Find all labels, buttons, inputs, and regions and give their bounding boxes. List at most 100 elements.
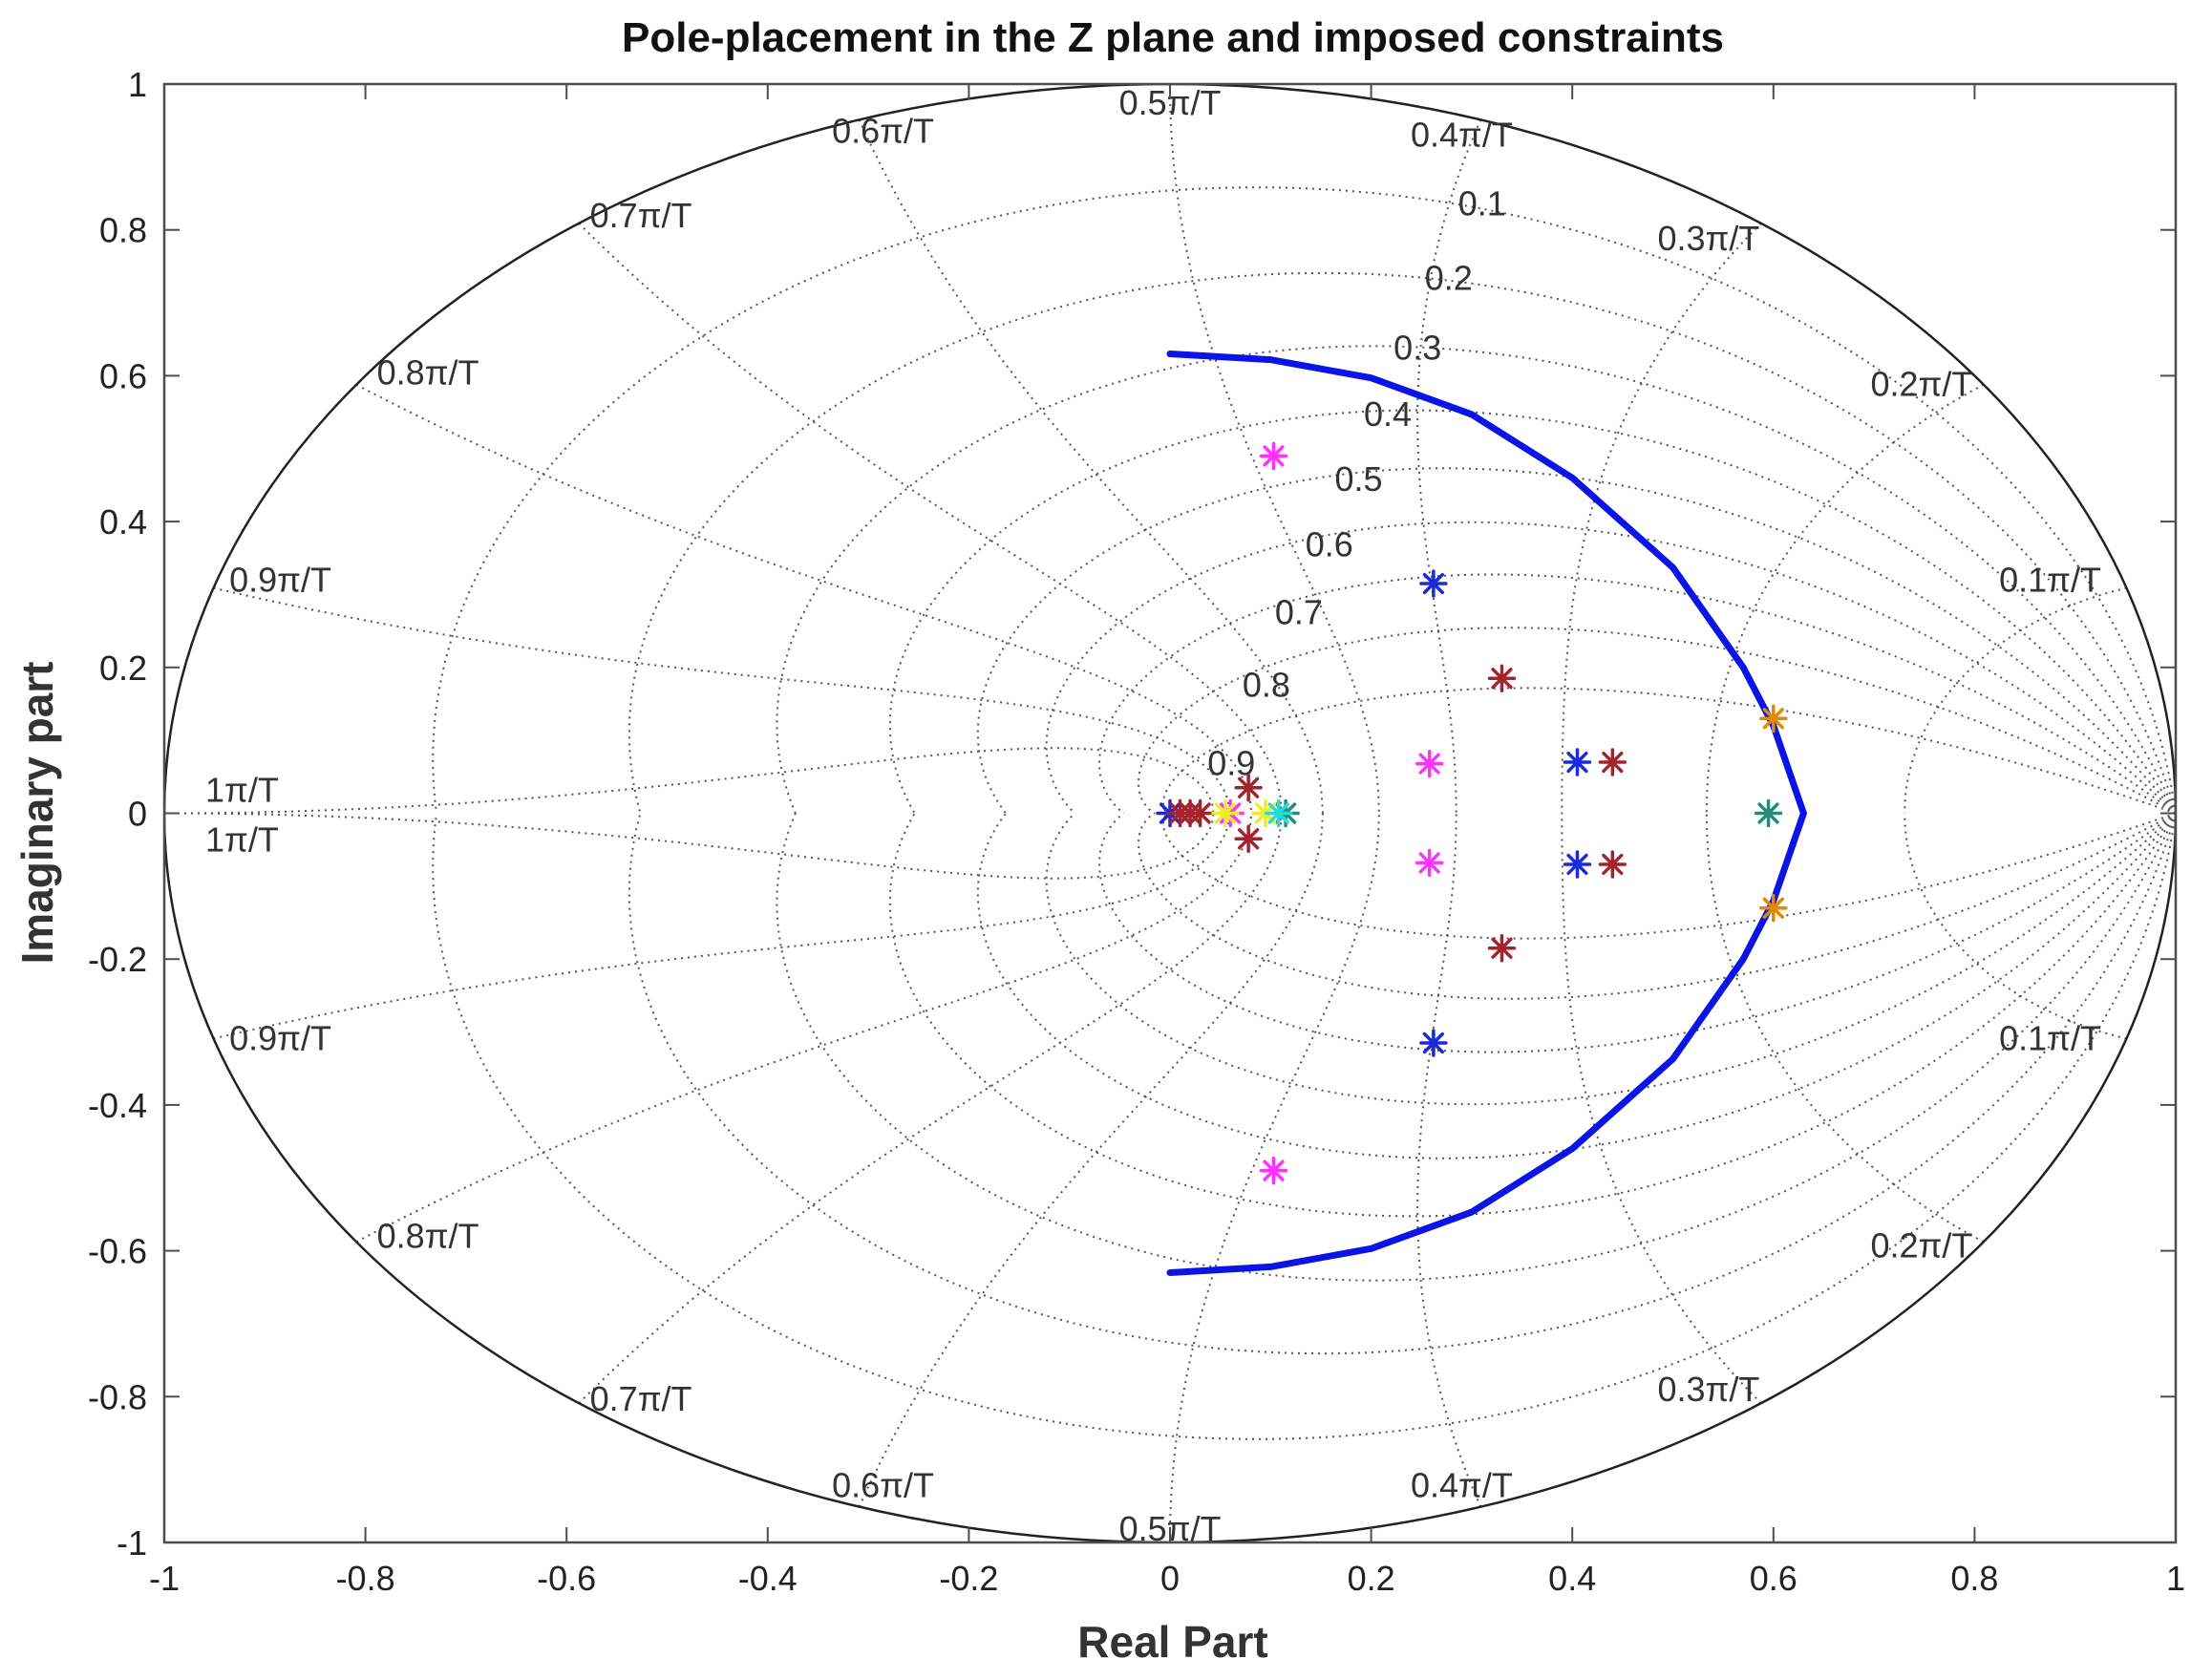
damping-label-0.8: 0.8 (1243, 666, 1290, 705)
pole-marker-2-3 (1598, 850, 1627, 879)
damping-curve-0.2-upper (628, 271, 2176, 814)
y-tick-label-9: -0.8 (88, 1377, 147, 1416)
pole-marker-3-0 (1759, 704, 1788, 733)
natural-freq-label-0.1-lower: 0.1π/T (1999, 1018, 2101, 1057)
zgrid-lines (164, 84, 2176, 1542)
natural-freq-curve-1-lower (164, 812, 1215, 880)
x-tick-label-7: 0.4 (1548, 1559, 1596, 1598)
y-tick-label-6: -0.2 (88, 940, 147, 979)
pole-marker-1-0 (1419, 569, 1448, 598)
natural-freq-label-0.7-lower: 0.7π/T (590, 1379, 692, 1418)
pole-marker-2-4 (1234, 774, 1263, 802)
y-tick-label-10: -1 (117, 1523, 147, 1563)
damping-label-0.1: 0.1 (1458, 184, 1506, 223)
damping-curve-0.1-upper (432, 186, 2176, 814)
natural-freq-label-0.8-upper: 0.8π/T (377, 353, 479, 393)
natural-freq-label-0.3-upper: 0.3π/T (1657, 219, 1759, 258)
pole-marker-0-1 (1259, 1156, 1288, 1185)
natural-freq-label-0.1-upper: 0.1π/T (1999, 561, 2101, 600)
damping-curve-0.5-lower (976, 812, 2176, 1159)
pole-marker-1-1 (1419, 1029, 1448, 1057)
natural-freq-curve-0.7-lower (578, 813, 1283, 1404)
natural-freq-curve-0.2-lower (1705, 813, 1985, 1244)
natural-freq-curve-0.4-upper (1416, 118, 1482, 814)
x-tick-label-9: 0.8 (1950, 1559, 1998, 1598)
pole-marker-2-2 (1598, 748, 1627, 776)
natural-freq-label-0.9-lower: 0.9π/T (229, 1018, 331, 1057)
damping-curve-0.1-lower (432, 813, 2176, 1440)
y-tick-label-8: -0.6 (88, 1232, 147, 1271)
pole-marker-1-2 (1563, 748, 1592, 776)
natural-freq-curve-0.9-upper (213, 586, 1231, 814)
natural-freq-label-0.3-lower: 0.3π/T (1657, 1370, 1759, 1409)
natural-freq-curve-0.8-upper (355, 383, 1253, 814)
x-tick-label-8: 0.6 (1750, 1559, 1797, 1598)
damping-label-0.5: 0.5 (1334, 459, 1382, 499)
natural-freq-curve-0.2-upper (1705, 383, 1985, 814)
y-axis-label: Imaginary part (12, 662, 62, 965)
natural-freq-label-0.8-lower: 0.8π/T (377, 1216, 479, 1255)
pole-marker-0-3 (1415, 848, 1444, 878)
damping-curve-0.6-upper (1045, 521, 2176, 815)
x-tick-label-1: -0.8 (336, 1559, 395, 1598)
pole-marker-3-1 (1759, 894, 1788, 923)
natural-freq-curve-0.4-lower (1416, 813, 1482, 1508)
natural-freq-curve-1-upper (164, 747, 1215, 815)
y-tick-label-7: -0.4 (88, 1086, 147, 1125)
natural-freq-curve-0.7-upper (578, 223, 1283, 814)
natural-freq-curve-0.8-lower (355, 813, 1253, 1244)
x-axis-label: Real Part (1077, 1617, 1267, 1667)
constraint-group (1166, 351, 1807, 1276)
x-tick-label-3: -0.4 (738, 1559, 798, 1598)
y-tick-label-3: 0.4 (99, 502, 147, 542)
pole-marker-4-0 (1754, 798, 1783, 828)
x-tick-label-2: -0.6 (537, 1559, 596, 1598)
natural-freq-label-0.2-lower: 0.2π/T (1870, 1225, 1972, 1265)
damping-curve-0.9-lower (1161, 812, 2176, 940)
x-tick-label-0: -1 (149, 1559, 180, 1598)
pole-marker-0-2 (1415, 749, 1444, 778)
x-tick-label-10: 1 (2166, 1559, 2185, 1598)
y-tick-label-2: 0.6 (99, 356, 147, 395)
pole-marker-0-0 (1259, 441, 1288, 471)
damping-label-0.7: 0.7 (1275, 593, 1323, 632)
natural-freq-label-1-upper: 1π/T (205, 771, 279, 810)
natural-freq-label-0.2-upper: 0.2π/T (1870, 365, 1972, 404)
damping-label-0.4: 0.4 (1364, 394, 1412, 434)
axis-ticks: -1 -0.8 -0.6 -0.4 -0.2 0 0.2 0.4 0.6 0.8 1 1 0.8 0.6 0… (88, 65, 2185, 1598)
pole-marker-2-1 (1487, 933, 1517, 963)
pole-marker-6-0 (1264, 798, 1293, 828)
damping-label-0.3: 0.3 (1393, 328, 1441, 367)
x-tick-label-4: -0.2 (939, 1559, 998, 1598)
natural-freq-label-1-lower: 1π/T (205, 820, 279, 860)
damping-label-0.6: 0.6 (1306, 525, 1353, 564)
natural-freq-curve-0.1-lower (1904, 813, 2127, 1040)
chart-title: Pole-placement in the Z plane and impose… (622, 14, 1724, 61)
y-tick-label-4: 0.2 (99, 649, 147, 688)
pole-marker-2-8 (1185, 798, 1215, 828)
natural-freq-label-0.4-lower: 0.4π/T (1411, 1466, 1513, 1505)
pole-marker-2-0 (1487, 664, 1517, 693)
natural-freq-curve-0.6-upper (858, 118, 1324, 814)
natural-freq-curve-0.9-lower (213, 813, 1231, 1040)
y-tick-label-1: 0.8 (99, 211, 147, 250)
y-tick-label-0: 1 (128, 65, 147, 104)
pole-marker-2-5 (1234, 824, 1263, 853)
x-tick-label-6: 0.2 (1348, 1559, 1395, 1598)
natural-freq-curve-0.6-lower (858, 813, 1324, 1508)
natural-freq-curve-0.1-upper (1904, 586, 2127, 814)
damping-curve-0.6-lower (1045, 812, 2176, 1106)
damping-curve-0.9-upper (1161, 687, 2176, 815)
pole-markers (1156, 441, 1788, 1185)
natural-freq-label-0.6-upper: 0.6π/T (832, 111, 934, 150)
y-tick-label-5: 0 (128, 795, 147, 834)
damping-label-0.2: 0.2 (1425, 259, 1473, 298)
natural-freq-label-0.6-lower: 0.6π/T (832, 1466, 934, 1505)
natural-freq-label-0.7-upper: 0.7π/T (590, 196, 692, 235)
constraint-curve (1166, 351, 1807, 1276)
natural-freq-label-0.9-upper: 0.9π/T (229, 561, 331, 600)
natural-freq-label-0.4-upper: 0.4π/T (1411, 115, 1513, 154)
pole-marker-1-3 (1563, 850, 1592, 879)
pole-marker-5-0 (1211, 798, 1240, 828)
